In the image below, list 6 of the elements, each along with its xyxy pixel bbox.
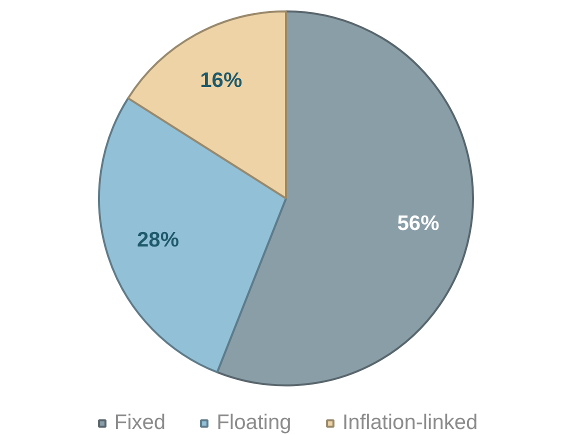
legend-label: Fixed	[114, 411, 166, 435]
data-label: 56%	[397, 212, 440, 236]
data-label: 16%	[200, 69, 242, 92]
data-label: 28%	[136, 228, 180, 252]
legend-label: Floating	[216, 411, 292, 435]
legend-label: Inflation-linked	[342, 411, 478, 435]
